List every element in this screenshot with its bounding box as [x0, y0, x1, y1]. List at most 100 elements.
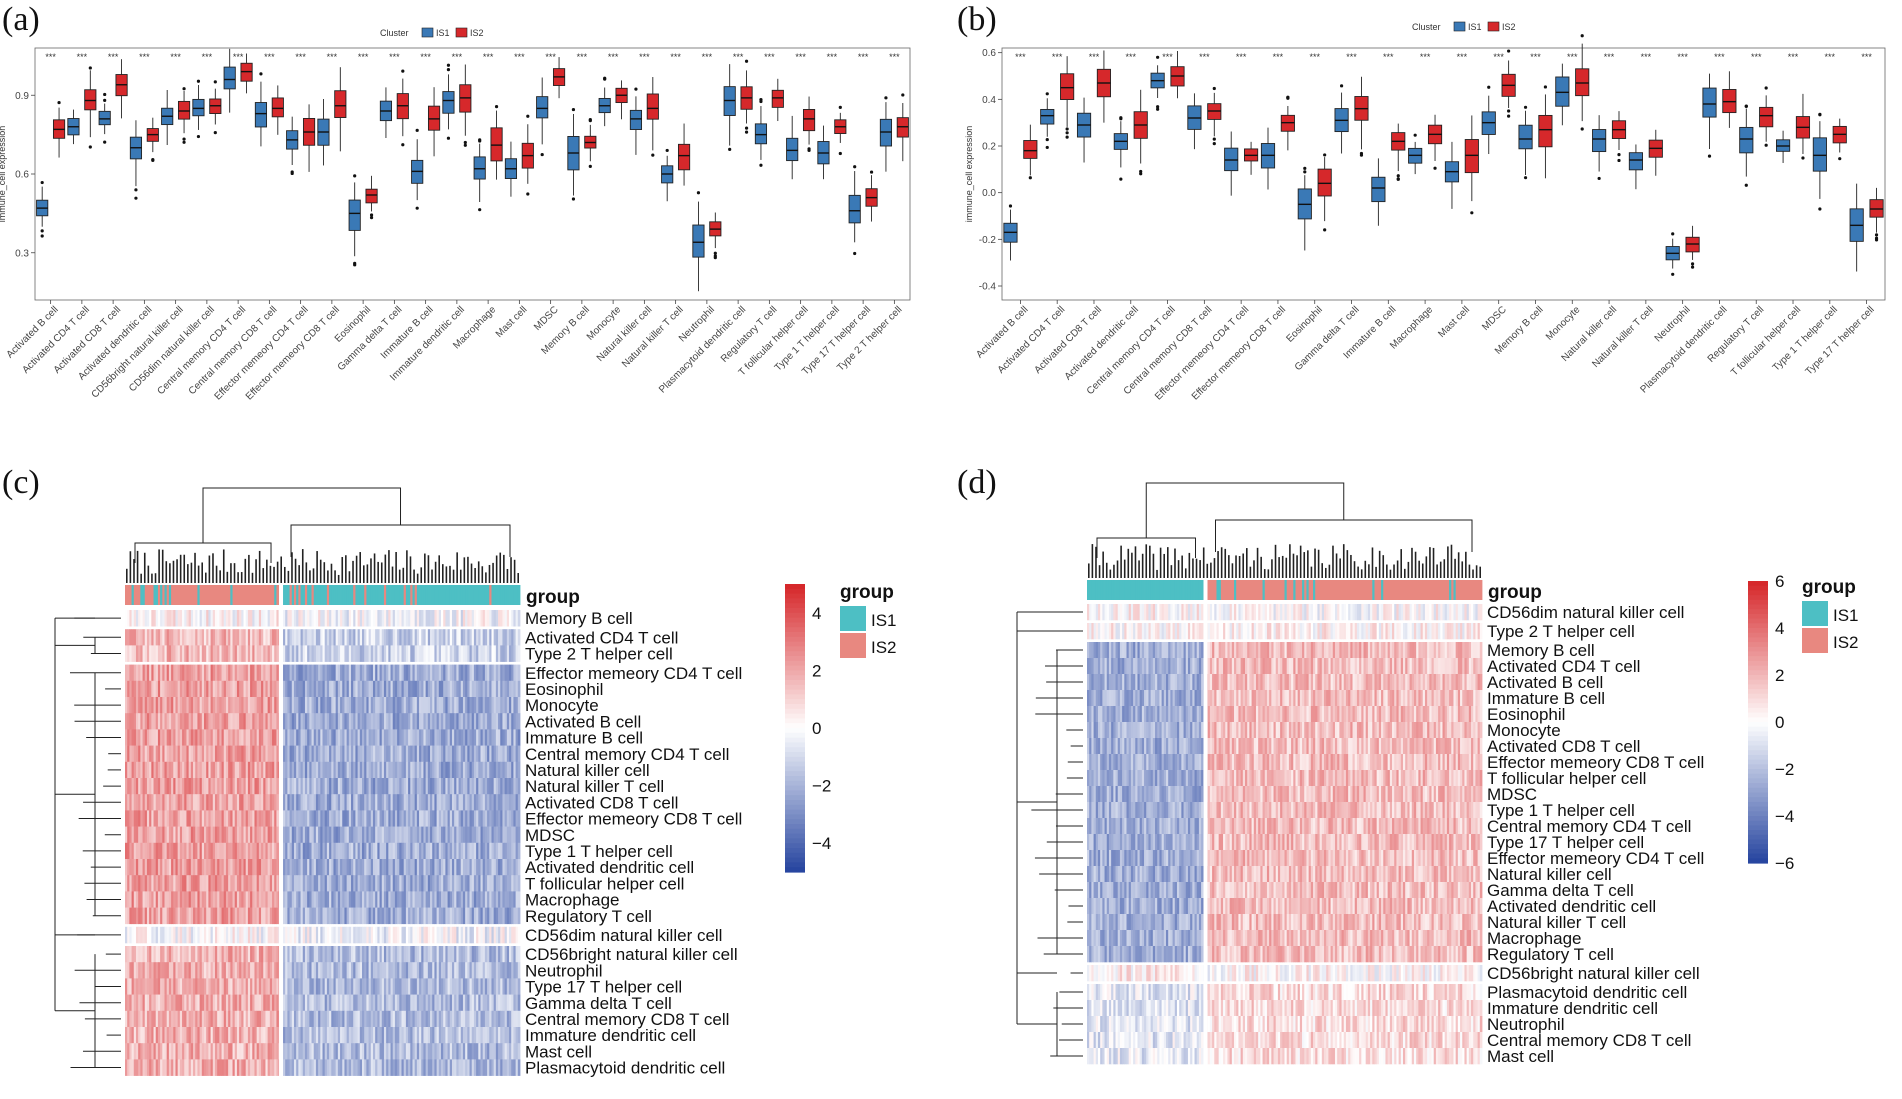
- heatmap-cell: [410, 664, 413, 682]
- heatmap-cell: [140, 745, 143, 763]
- heatmap-cell: [206, 794, 209, 811]
- heatmap-cell: [509, 729, 512, 746]
- heatmap-cell: [443, 713, 446, 730]
- heatmap-cell: [370, 664, 374, 682]
- heatmap-cell: [225, 978, 229, 995]
- heatmap-cell: [458, 962, 462, 979]
- heatmap-cell: [419, 745, 422, 763]
- significance-label: ***: [889, 52, 900, 62]
- heatmap-cell: [430, 907, 433, 925]
- heatmap-cell: [366, 729, 369, 746]
- heatmap-cell: [199, 946, 203, 963]
- heatmap-cell: [197, 610, 201, 627]
- heatmap-cell: [364, 729, 367, 746]
- outlier-point: [713, 254, 717, 258]
- heatmap-cell: [438, 891, 442, 908]
- heatmap-cell: [368, 697, 372, 714]
- box-is2: [1317, 168, 1332, 197]
- heatmap-cell: [388, 810, 391, 827]
- heatmap-cell: [478, 729, 481, 746]
- heatmap-cell: [329, 778, 332, 795]
- heatmap-cell: [144, 745, 148, 763]
- heatmap-cell: [236, 875, 240, 892]
- heatmap-cell: [300, 713, 304, 730]
- heatmap-cell: [412, 713, 416, 730]
- heatmap-cell: [467, 629, 470, 646]
- heatmap-cell: [217, 664, 220, 682]
- heatmap-cell: [480, 680, 484, 698]
- heatmap-cell: [410, 946, 413, 963]
- heatmap-cell: [247, 680, 251, 698]
- heatmap-cell: [436, 859, 440, 876]
- heatmap-cell: [337, 794, 341, 811]
- heatmap-cell: [188, 891, 192, 908]
- heatmap-cell: [329, 610, 332, 627]
- heatmap-cell: [337, 946, 341, 963]
- heatmap-cell: [377, 794, 380, 811]
- heatmap-cell: [184, 891, 187, 908]
- heatmap-cell: [425, 907, 429, 925]
- heatmap-cell: [451, 891, 455, 908]
- heatmap-cell: [221, 794, 225, 811]
- heatmap-cell: [283, 778, 286, 795]
- heatmap-cell: [309, 946, 312, 963]
- heatmap-cell: [381, 875, 385, 892]
- heatmap-cell: [416, 713, 420, 730]
- heatmap-cell: [298, 794, 301, 811]
- heatmap-cell: [351, 761, 354, 779]
- heatmap-cell: [495, 629, 499, 646]
- heatmap-cell: [296, 810, 299, 827]
- heatmap-cell: [405, 794, 409, 811]
- heatmap-cell: [186, 907, 190, 925]
- significance-label: ***: [483, 52, 494, 62]
- heatmap-cell: [348, 946, 352, 963]
- heatmap-cell: [142, 713, 146, 730]
- heatmap-cell: [460, 680, 464, 698]
- heatmap-cell: [344, 729, 348, 746]
- heatmap-cell: [265, 713, 269, 730]
- heatmap-cell: [274, 842, 277, 860]
- group-cell: [175, 585, 179, 605]
- heatmap-cell: [125, 778, 128, 795]
- heatmap-cell: [370, 859, 374, 876]
- heatmap-cell: [473, 810, 477, 827]
- heatmap-cell: [445, 745, 448, 763]
- heatmap-cell: [223, 664, 227, 682]
- heatmap-cell: [313, 946, 317, 963]
- column-dendrogram: [125, 487, 520, 583]
- heatmap-cell: [199, 664, 203, 682]
- heatmap-cell: [454, 761, 457, 779]
- heatmap-cell: [272, 778, 275, 795]
- heatmap-cell: [320, 978, 323, 995]
- heatmap-cell: [432, 810, 435, 827]
- heatmap-cell: [333, 664, 337, 682]
- heatmap-cell: [135, 745, 139, 763]
- heatmap-cell: [432, 859, 435, 876]
- heatmap-cell: [296, 610, 299, 627]
- heatmap-cell: [206, 946, 209, 963]
- heatmap-cell: [355, 926, 359, 944]
- heatmap-cell: [482, 645, 486, 662]
- heatmap-cell: [241, 891, 244, 908]
- group-cell: [298, 585, 301, 605]
- heatmap-cell: [484, 680, 488, 698]
- heatmap-cell: [247, 962, 251, 979]
- heatmap-cell: [296, 842, 299, 860]
- heatmap-cell: [443, 875, 446, 892]
- heatmap-cell: [353, 859, 356, 876]
- heatmap-cell: [467, 713, 470, 730]
- heatmap-cell: [445, 645, 448, 662]
- heatmap-cell: [138, 610, 141, 627]
- heatmap-cell: [322, 826, 326, 844]
- heatmap-cell: [298, 842, 301, 860]
- heatmap-cell: [441, 891, 444, 908]
- heatmap-cell: [493, 810, 497, 827]
- heatmap-cell: [476, 826, 479, 844]
- heatmap-cell: [168, 629, 172, 646]
- heatmap-cell: [445, 680, 448, 698]
- heatmap-cell: [269, 794, 273, 811]
- heatmap-cell: [511, 697, 514, 714]
- heatmap-cell: [506, 778, 510, 795]
- heatmap-cell: [329, 729, 332, 746]
- heatmap-cell: [173, 826, 176, 844]
